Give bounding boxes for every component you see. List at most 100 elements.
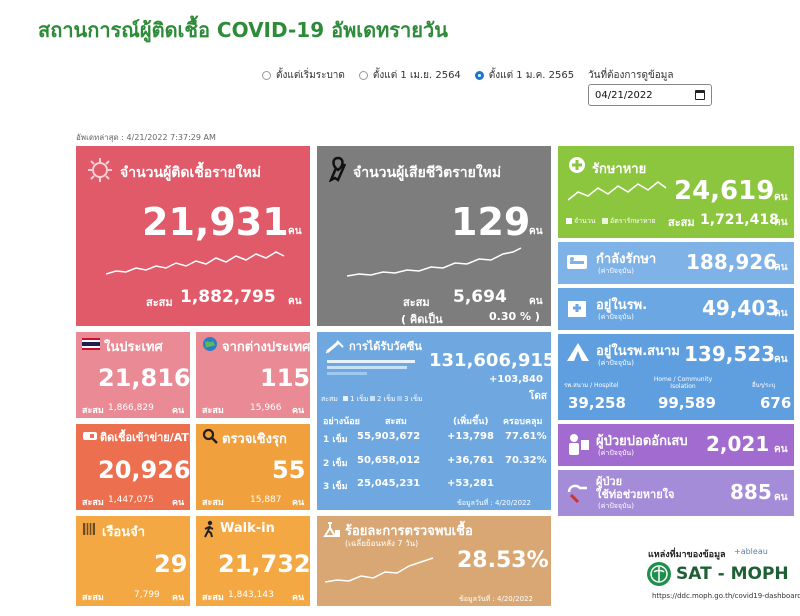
vaccine-header: อย่างน้อย — [323, 417, 360, 427]
vaccine-row-dose: 2 เข็ม — [323, 459, 348, 469]
vaccine-row-cov: 77.61% — [505, 431, 547, 442]
unit: คน — [774, 308, 788, 319]
ventilator-card: ผู้ป่วย ใช้ท่อช่วยหายใจ (ค่าปัจจุบัน) 88… — [558, 470, 794, 516]
vaccine-row-cum: 25,045,231 — [357, 478, 421, 489]
org-name: SAT - MOPH — [676, 564, 789, 584]
domestic-cum-label: สะสม — [82, 406, 104, 416]
severe-card: ผู้ป่วยปอดอักเสบ (ค่าปัจจุบัน) 2,021 คน — [558, 424, 794, 466]
hospital-sub: (ค่าปัจจุบัน) — [598, 313, 634, 321]
page-title: สถานการณ์ผู้ติดเชื้อ COVID-19 อัพเดทรายว… — [38, 18, 448, 42]
active-search-card: ตรวจเชิงรุก 55 สะสม 15,887 คน — [196, 424, 310, 510]
imported-value: 115 — [260, 364, 310, 392]
vaccine-as-of: ข้อมูลวันที่ : 4/20/2022 — [457, 499, 531, 507]
source-url[interactable]: https://ddc.moph.go.th/covid19-dashboard — [652, 592, 800, 600]
vaccine-progress-bar — [327, 360, 415, 363]
unit: คน — [172, 406, 185, 416]
treating-value: 188,926 — [686, 250, 778, 274]
radio-label: ตั้งแต่ 1 ม.ค. 2565 — [488, 70, 575, 81]
ventilator-sub: (ค่าปัจจุบัน) — [598, 502, 634, 510]
radio-since-apr-2564[interactable]: ตั้งแต่ 1 เม.ย. 2564 — [358, 68, 461, 83]
positivity-sub: (เฉลี่ยย้อนหลัง 7 วัน) — [345, 539, 419, 548]
hospital-value: 49,403 — [702, 296, 780, 320]
vaccine-header: ครอบคลุม — [503, 417, 543, 427]
radio-since-jan-2565[interactable]: ตั้งแต่ 1 ม.ค. 2565 — [474, 68, 575, 83]
imported-card: จากต่างประเทศ 115 สะสม 15,966 คน — [196, 332, 310, 418]
legend-rate-label: อัตรารักษาหาย — [610, 217, 656, 225]
radio-since-outbreak[interactable]: ตั้งแต่เริ่มระบาด — [262, 68, 345, 83]
walkin-title: Walk-in — [220, 521, 275, 536]
recovered-trend-line — [568, 181, 667, 201]
radio-dot[interactable] — [358, 71, 368, 80]
recovered-cum-label: สะสม — [668, 216, 695, 229]
field-hospital-title: อยู่ในรพ.สนาม — [596, 344, 680, 359]
lab-icon — [323, 522, 340, 537]
deaths-trend-line — [347, 247, 522, 277]
walkin-card: Walk-in 21,732 สะสม 1,843,143 คน — [196, 516, 310, 606]
field-col-label: Home / Community Isolation — [653, 376, 713, 390]
vaccine-header: สะสม — [385, 417, 407, 427]
date-picker-input[interactable]: 04/21/2022 — [588, 84, 712, 106]
vaccine-row-cum: 55,903,672 — [357, 431, 421, 442]
walking-person-icon — [204, 520, 214, 538]
unit: คน — [292, 406, 305, 416]
legend-count-label: จำนวน — [574, 217, 596, 225]
source-label: แหล่งที่มาของข้อมูล — [648, 550, 726, 560]
walkin-cum-label: สะสม — [202, 593, 224, 603]
ventilator-value: 885 — [730, 480, 772, 504]
tent-icon — [567, 343, 589, 361]
vaccine-row-cov: 70.32% — [505, 455, 547, 466]
active-search-cum-value: 15,887 — [250, 495, 282, 505]
imported-title: จากต่างประเทศ — [222, 340, 310, 355]
positivity-title: ร้อยละการตรวจพบเชื้อ — [345, 524, 473, 539]
field-col-label: อื่นๆ/ระบุ — [752, 382, 776, 389]
date-picker-label: วันที่ต้องการดูข้อมูล — [588, 70, 674, 81]
new-cases-cum-label: สะสม — [146, 296, 173, 309]
date-range-filter[interactable]: ตั้งแต่เริ่มระบาด ตั้งแต่ 1 เม.ย. 2564 ต… — [262, 68, 574, 83]
prison-title: เรือนจำ — [102, 525, 146, 540]
severe-value: 2,021 — [706, 432, 770, 456]
domestic-card: ในประเทศ 21,816 สะสม 1,866,829 คน — [76, 332, 190, 418]
unit: คน — [292, 593, 305, 603]
deaths-value: 129 — [451, 200, 531, 244]
field-hospital-value: 139,523 — [684, 342, 776, 366]
field-col-value: 676 — [760, 394, 792, 412]
unit: คน — [774, 217, 788, 228]
legend-label: 3 เข็ม — [404, 395, 423, 403]
prison-cum-label: สะสม — [82, 593, 104, 603]
radio-dot-selected[interactable] — [474, 71, 484, 80]
unit: คน — [774, 192, 788, 203]
domestic-title: ในประเทศ — [104, 340, 163, 355]
date-value: 04/21/2022 — [595, 89, 653, 101]
thai-flag-icon — [82, 338, 100, 350]
ventilator-icon — [567, 484, 587, 504]
radio-dot[interactable] — [262, 71, 271, 80]
prison-cum-value: 7,799 — [134, 590, 160, 600]
active-search-cum-label: สะสม — [202, 498, 224, 508]
ribbon-icon — [329, 156, 347, 182]
deaths-cum-value: 5,694 — [453, 287, 507, 307]
vaccine-row-inc: +53,281 — [447, 478, 494, 489]
positivity-trend-line — [325, 557, 434, 583]
vaccine-title: การได้รับวัคซีน — [349, 340, 422, 353]
test-kit-icon — [83, 432, 97, 440]
unit: คน — [292, 498, 305, 508]
field-col-value: 99,589 — [658, 394, 716, 412]
recovered-title: รักษาหาย — [592, 162, 647, 177]
vaccine-row-inc: +13,798 — [447, 431, 494, 442]
treating-card: กำลังรักษา (ค่าปัจจุบัน) 188,926 คน — [558, 242, 794, 284]
deaths-title: จำนวนผู้เสียชีวิตรายใหม่ — [353, 165, 502, 181]
virus-icon — [88, 158, 112, 182]
ventilator-title: ผู้ป่วย — [596, 475, 623, 488]
deaths-card: จำนวนผู้เสียชีวิตรายใหม่ 129 คน สะสม 5,6… — [317, 146, 551, 326]
new-cases-trend-line — [106, 251, 285, 275]
treating-title: กำลังรักษา — [596, 252, 657, 267]
patient-icon — [569, 434, 589, 455]
unit: คน — [172, 593, 185, 603]
deaths-pct-value: 0.30 % ) — [489, 310, 540, 323]
calendar-icon[interactable] — [695, 90, 705, 100]
vaccine-header: (เพิ่มขึ้น) — [453, 417, 489, 427]
vaccine-increase: +103,840 — [489, 374, 543, 385]
domestic-cum-value: 1,866,829 — [108, 403, 154, 413]
atk-value: 20,926 — [98, 456, 190, 484]
legend-swatch — [370, 396, 375, 401]
